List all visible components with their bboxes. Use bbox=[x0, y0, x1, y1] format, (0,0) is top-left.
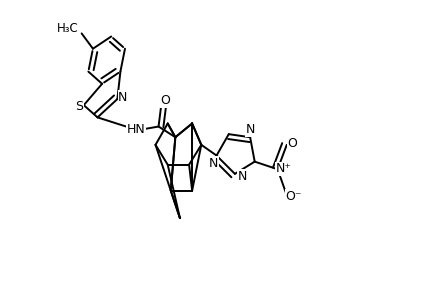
Text: H₃C: H₃C bbox=[57, 22, 78, 35]
Text: O: O bbox=[287, 137, 296, 150]
Text: N: N bbox=[118, 91, 127, 104]
Text: O: O bbox=[160, 94, 170, 107]
Text: N: N bbox=[208, 157, 218, 170]
Text: N: N bbox=[245, 123, 254, 136]
Text: O⁻: O⁻ bbox=[285, 190, 301, 203]
Text: N⁺: N⁺ bbox=[275, 162, 291, 175]
Text: HN: HN bbox=[126, 123, 145, 136]
Text: N: N bbox=[237, 170, 247, 183]
Text: S: S bbox=[75, 99, 83, 113]
